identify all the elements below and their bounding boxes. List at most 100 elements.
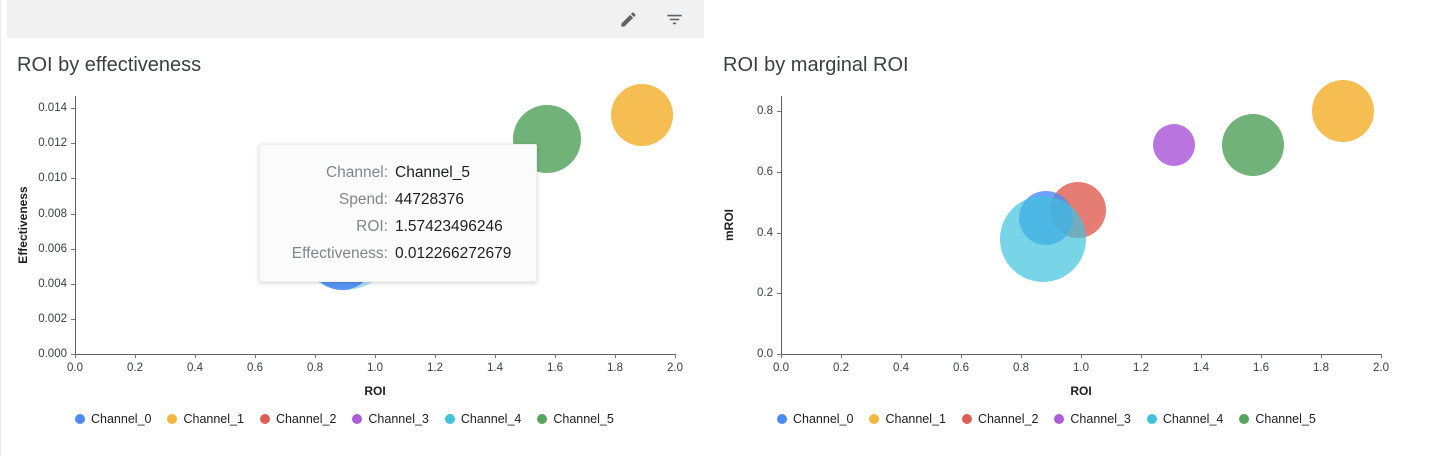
x-tick-mark: [781, 354, 782, 358]
tooltip-row: ROI: 1.57423496246: [270, 213, 518, 240]
tooltip-value: 0.012266272679: [395, 245, 512, 262]
x-tick-label: 1.0: [1073, 362, 1089, 374]
legend-label: Channel_2: [977, 412, 1039, 426]
x-tick-label: 1.4: [487, 362, 503, 374]
tooltip-row: Spend: 44728376: [270, 186, 518, 213]
legend-dot: [961, 414, 972, 424]
x-tick-label: 0.4: [893, 362, 909, 374]
legend-dot: [869, 414, 880, 424]
legend-item-Channel_2[interactable]: Channel_2: [259, 412, 337, 426]
y-tick-mark: [71, 248, 75, 250]
y-tick-label: 0.004: [38, 277, 67, 290]
y-tick-label: 0.008: [38, 207, 67, 220]
legend-dot: [75, 414, 85, 424]
chart-tooltip: Channel: Channel_5 Spend: 44728376 ROI: …: [259, 144, 537, 282]
legend-label: Channel_5: [1255, 412, 1316, 426]
y-tick-label: 0.6: [757, 165, 773, 178]
y-tick-mark: [777, 111, 781, 113]
y-tick-mark: [777, 171, 781, 173]
legend-label: Channel_1: [885, 412, 946, 426]
x-tick-mark: [1021, 354, 1022, 358]
bubble-Channel_1[interactable]: [611, 84, 673, 147]
legend-item-Channel_0[interactable]: Channel_0: [75, 412, 151, 426]
legend-item-Channel_5[interactable]: Channel_5: [537, 412, 614, 426]
legend-dot: [1054, 414, 1065, 424]
x-tick-mark: [675, 354, 676, 358]
bubble-Channel_1[interactable]: [1311, 80, 1374, 143]
x-tick-mark: [135, 354, 136, 358]
x-tick-label: 0.6: [953, 362, 969, 374]
tooltip-label: Channel:: [325, 164, 388, 181]
edit-button[interactable]: [614, 5, 642, 33]
x-tick-mark: [901, 354, 902, 358]
legend-item-Channel_3[interactable]: Channel_3: [1054, 412, 1131, 426]
legend-label: Channel_4: [1162, 412, 1224, 426]
legend-dot: [1239, 414, 1250, 424]
filter-button[interactable]: [660, 5, 688, 33]
x-tick-mark: [555, 354, 556, 358]
y-tick-mark: [777, 232, 781, 234]
tooltip-row: Channel: Channel_5: [270, 159, 518, 186]
x-tick-mark: [495, 354, 496, 358]
x-tick-label: 0.0: [773, 362, 789, 374]
x-tick-label: 0.4: [187, 362, 203, 374]
legend-label: Channel_0: [91, 412, 152, 426]
x-tick-label: 1.2: [427, 362, 443, 374]
legend-dot: [537, 414, 548, 424]
legend-item-Channel_2[interactable]: Channel_2: [961, 412, 1039, 426]
bubble-Channel_4[interactable]: [999, 195, 1086, 282]
x-tick-label: 1.4: [1193, 362, 1209, 374]
y-tick-label: 0.012: [38, 137, 67, 150]
legend-item-Channel_5[interactable]: Channel_5: [1239, 412, 1316, 426]
legend-dot: [1146, 414, 1157, 424]
filter-icon: [666, 14, 682, 24]
legend-label: Channel_4: [460, 412, 522, 426]
y-tick-mark: [71, 354, 75, 355]
legend-item-Channel_4[interactable]: Channel_4: [1146, 412, 1224, 426]
x-tick-mark: [1321, 354, 1322, 358]
x-axis-label: ROI: [364, 384, 386, 398]
legend-item-Channel_1[interactable]: Channel_1: [869, 412, 946, 426]
y-tick-mark: [71, 213, 75, 215]
x-tick-mark: [1261, 354, 1262, 358]
charts-row: ROI by effectiveness 0.0 0.2 0.4 0.6 0.8 1.0 1…: [1, 38, 1448, 457]
x-tick-label: 0.8: [1013, 362, 1029, 374]
legend-item-Channel_0[interactable]: Channel_0: [777, 412, 853, 426]
legend-label: Channel_5: [553, 412, 614, 426]
x-tick-mark: [615, 354, 616, 358]
x-tick-label: 0.6: [247, 362, 263, 374]
y-tick-label: 0.8: [757, 105, 773, 118]
y-tick-mark: [71, 283, 75, 285]
y-tick-label: 0.000: [38, 348, 67, 360]
chart-legend: Channel_0 Channel_1 Channel_2 Channel_3 Chan…: [75, 412, 707, 426]
x-tick-label: 0.8: [307, 362, 323, 374]
legend-label: Channel_0: [793, 412, 854, 426]
legend-item-Channel_3[interactable]: Channel_3: [352, 412, 429, 426]
x-tick-label: 0.0: [67, 362, 83, 374]
x-tick-mark: [195, 354, 196, 358]
bubble-Channel_5[interactable]: [1221, 113, 1284, 176]
legend-dot: [167, 414, 178, 424]
legend-item-Channel_1[interactable]: Channel_1: [167, 412, 244, 426]
legend-label: Channel_2: [275, 412, 337, 426]
roi-by-marginal-roi-plot: 0.0 0.2 0.4 0.6 0.8 1.0 1.2 1.4 1.6 1.8 2.0 0.0 0.2 0…: [713, 80, 1413, 402]
x-tick-label: 2.0: [1373, 362, 1389, 374]
legend-label: Channel_3: [1070, 412, 1131, 426]
x-tick-mark: [1081, 354, 1082, 358]
x-tick-mark: [1141, 354, 1142, 358]
y-tick-mark: [71, 108, 75, 110]
bubble-Channel_3[interactable]: [1153, 123, 1195, 166]
y-tick-label: 0.006: [38, 242, 67, 255]
tooltip-label: Effectiveness:: [291, 245, 388, 262]
x-tick-mark: [841, 354, 842, 358]
legend-dot: [352, 414, 363, 424]
legend-item-Channel_4[interactable]: Channel_4: [444, 412, 522, 426]
y-tick-mark: [777, 354, 781, 355]
tooltip-value: 1.57423496246: [395, 218, 503, 235]
legend-label: Channel_3: [368, 412, 429, 426]
x-tick-mark: [961, 354, 962, 358]
chart-legend: Channel_0 Channel_1 Channel_2 Channel_3 Chan…: [777, 412, 1448, 426]
y-axis-label: Effectiveness: [16, 186, 30, 264]
chart-title: ROI by marginal ROI: [723, 54, 909, 76]
y-axis-label: mROI: [722, 208, 736, 242]
